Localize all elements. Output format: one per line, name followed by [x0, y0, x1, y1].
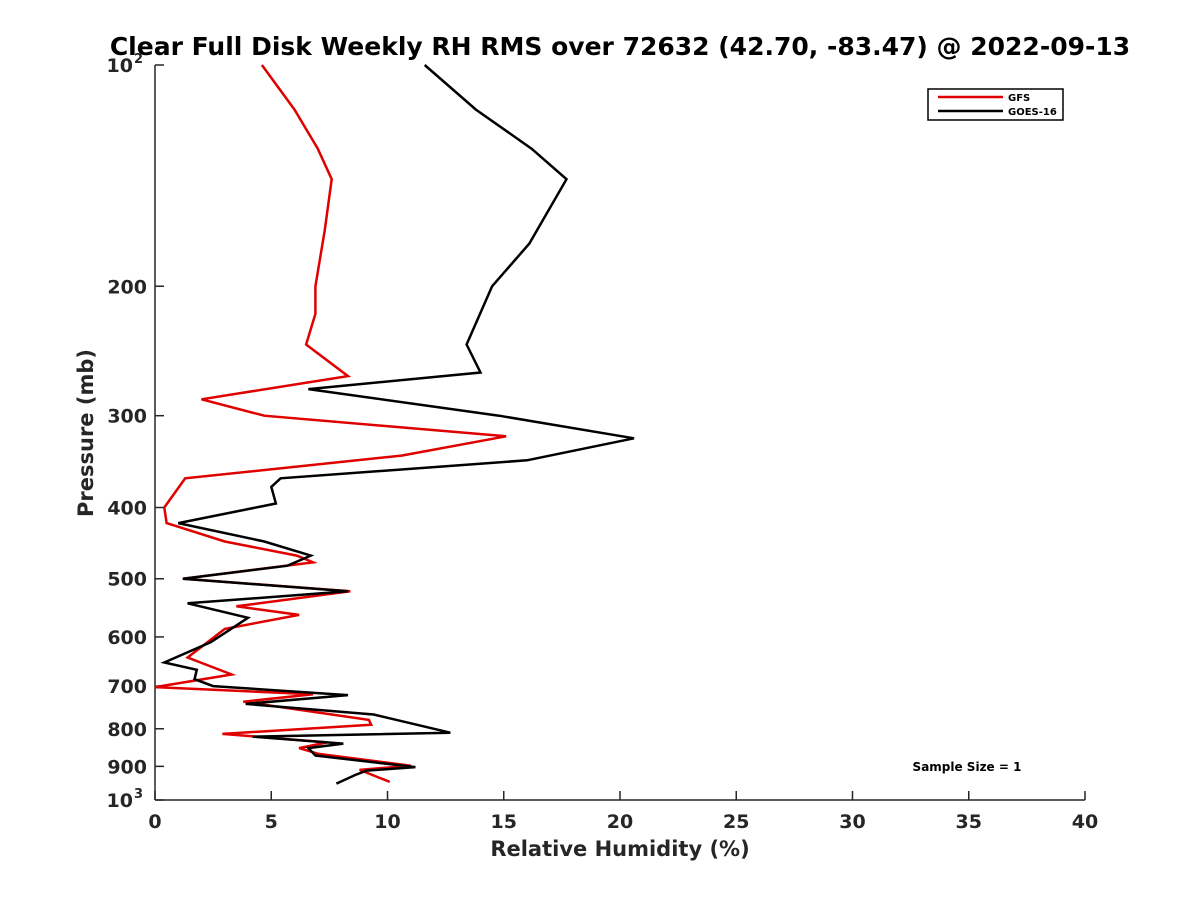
y-tick-label: 700 [107, 676, 147, 698]
legend: GFS GOES-16 [927, 88, 1064, 121]
y-tick-label: 200 [107, 276, 147, 298]
x-tick-label: 5 [265, 811, 278, 833]
x-ticks: 0 5 10 15 20 25 30 35 40 [148, 791, 1098, 833]
y-tick-label: 10 [107, 55, 133, 77]
x-tick-label: 15 [491, 811, 517, 833]
x-tick-label: 35 [956, 811, 982, 833]
y-tick-label: 800 [107, 719, 147, 741]
x-tick-label: 30 [839, 811, 865, 833]
y-tick-label: 10 [107, 790, 133, 812]
y-tick-label: 600 [107, 627, 147, 649]
x-tick-label: 20 [607, 811, 633, 833]
y-tick-label: 900 [107, 756, 147, 778]
series-group [154, 64, 635, 785]
y-tick-exponent: 2 [134, 52, 143, 67]
legend-box [927, 88, 1064, 121]
y-tick-label: 500 [107, 569, 147, 591]
legend-entry-goes16: GOES-16 [1008, 107, 1057, 118]
legend-entry-gfs: GFS [1008, 93, 1030, 104]
x-axis-label: Relative Humidity (%) [490, 837, 749, 861]
y-tick-exponent: 3 [134, 787, 143, 802]
chart-title: Clear Full Disk Weekly RH RMS over 72632… [110, 32, 1130, 61]
x-tick-label: 40 [1072, 811, 1098, 833]
sample-size-annotation: Sample Size = 1 [913, 760, 1022, 774]
y-tick-label: 400 [107, 498, 147, 520]
y-tick-label: 300 [107, 406, 147, 428]
x-tick-label: 25 [723, 811, 749, 833]
x-tick-label: 10 [374, 811, 400, 833]
y-axis-label: Pressure (mb) [74, 349, 98, 517]
series-line-goes16 [160, 64, 635, 785]
x-tick-label: 0 [148, 811, 161, 833]
